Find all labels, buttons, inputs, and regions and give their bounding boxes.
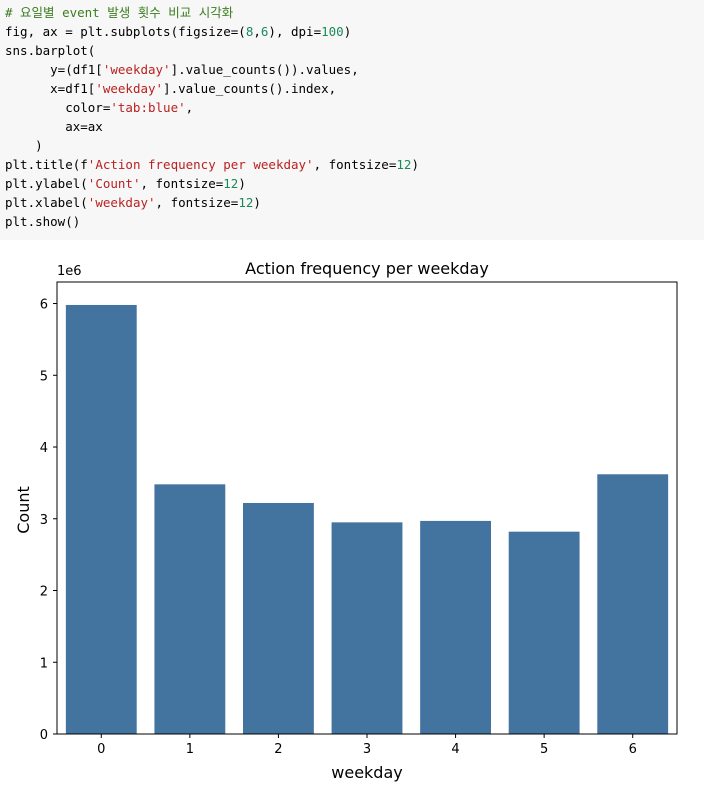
code-token: ) <box>238 176 246 191</box>
code-token: ) <box>5 138 43 153</box>
code-line: ) <box>5 136 704 155</box>
code-token: 100 <box>321 24 344 39</box>
code-token: ].value_counts()).values, <box>170 62 359 77</box>
y-tick-label: 0 <box>40 728 48 743</box>
code-token: plt.ylabel( <box>5 176 88 191</box>
code-token: , fontsize= <box>313 157 397 172</box>
code-line: sns.barplot( <box>5 41 704 60</box>
code-line: # 요일별 event 발생 횟수 비교 시각화 <box>5 3 704 22</box>
code-token: color= <box>5 100 111 115</box>
y-tick-label: 4 <box>40 441 48 456</box>
y-tick-label: 3 <box>40 513 48 528</box>
code-cell[interactable]: # 요일별 event 발생 횟수 비교 시각화 fig, ax = plt.su… <box>0 0 704 240</box>
code-token: ) <box>343 24 352 39</box>
x-tick-label: 3 <box>363 742 371 757</box>
x-tick-label: 1 <box>186 742 194 757</box>
code-token: plt.show() <box>5 214 81 229</box>
code-token: sns.barplot( <box>5 43 96 58</box>
code-token: 'weekday' <box>102 62 171 77</box>
code-line: color='tab:blue', <box>5 98 704 117</box>
x-axis-label: weekday <box>331 763 402 782</box>
bar-weekday-1 <box>154 484 226 734</box>
code-token: ), dpi= <box>268 24 322 39</box>
code-token: 12 <box>396 157 412 172</box>
code-line: y=(df1['weekday'].value_counts()).values… <box>5 60 704 79</box>
code-line: fig, ax = plt.subplots(figsize=(8,6), dp… <box>5 22 704 41</box>
code-token: plt.xlabel( <box>5 195 88 210</box>
y-axis-label: Count <box>14 486 33 534</box>
chart-title: Action frequency per weekday <box>245 259 489 278</box>
code-token: y=(df1[ <box>5 62 103 77</box>
code-token: ) <box>253 195 261 210</box>
x-tick-label: 4 <box>451 742 459 757</box>
bar-weekday-2 <box>243 502 314 734</box>
bar-weekday-4 <box>420 520 491 734</box>
code-token: ax=ax <box>5 119 103 134</box>
plot-output: Action frequency per weekday 1e6 Count w… <box>0 240 704 792</box>
bar-weekday-6 <box>597 474 669 734</box>
y-axis-offset-label: 1e6 <box>57 264 82 279</box>
code-token: fig, ax = plt.subplots(figsize=( <box>5 24 246 39</box>
y-tick-label: 2 <box>40 585 48 600</box>
x-tick-label: 6 <box>629 742 637 757</box>
code-token: 12 <box>238 195 254 210</box>
code-token: 'Action frequency per weekday' <box>87 157 314 172</box>
code-line: plt.ylabel('Count', fontsize=12) <box>5 174 704 193</box>
code-token: plt.title(f <box>5 157 88 172</box>
code-token: , <box>253 24 261 39</box>
y-tick-label: 5 <box>40 369 48 384</box>
x-axis-ticks: 0 1 2 3 4 5 6 <box>97 734 637 757</box>
code-token: 12 <box>223 176 239 191</box>
code-token: ) <box>411 157 419 172</box>
x-tick-label: 2 <box>274 742 282 757</box>
code-token: , fontsize= <box>155 195 239 210</box>
code-token: , <box>185 100 194 115</box>
code-line: plt.show() <box>5 212 704 231</box>
bar-weekday-5 <box>508 531 580 734</box>
x-tick-label: 5 <box>540 742 548 757</box>
y-axis-ticks: 0 1 2 3 4 5 6 <box>40 298 57 743</box>
code-token: 'weekday' <box>95 81 164 96</box>
code-line: plt.xlabel('weekday', fontsize=12) <box>5 193 704 212</box>
code-token: , fontsize= <box>140 176 224 191</box>
code-line: x=df1['weekday'].value_counts().index, <box>5 79 704 98</box>
code-token: 'tab:blue' <box>110 100 186 115</box>
code-token: 'weekday' <box>87 195 156 210</box>
code-token: x=df1[ <box>5 81 96 96</box>
code-token: # 요일별 event 발생 횟수 비교 시각화 <box>5 5 234 20</box>
bar-weekday-3 <box>331 522 403 734</box>
plot-frame <box>56 281 678 735</box>
code-line: ax=ax <box>5 117 704 136</box>
bars-group <box>65 304 669 734</box>
y-tick-label: 6 <box>40 298 48 313</box>
x-tick-label: 0 <box>97 742 105 757</box>
bar-weekday-0 <box>65 304 137 734</box>
code-token: 'Count' <box>87 176 141 191</box>
code-token: ].value_counts().index, <box>163 81 337 96</box>
bar-chart: Action frequency per weekday 1e6 Count w… <box>14 259 678 782</box>
code-token: 6 <box>260 24 269 39</box>
code-token: 8 <box>245 24 254 39</box>
code-line: plt.title(f'Action frequency per weekday… <box>5 155 704 174</box>
y-tick-label: 1 <box>40 656 48 671</box>
